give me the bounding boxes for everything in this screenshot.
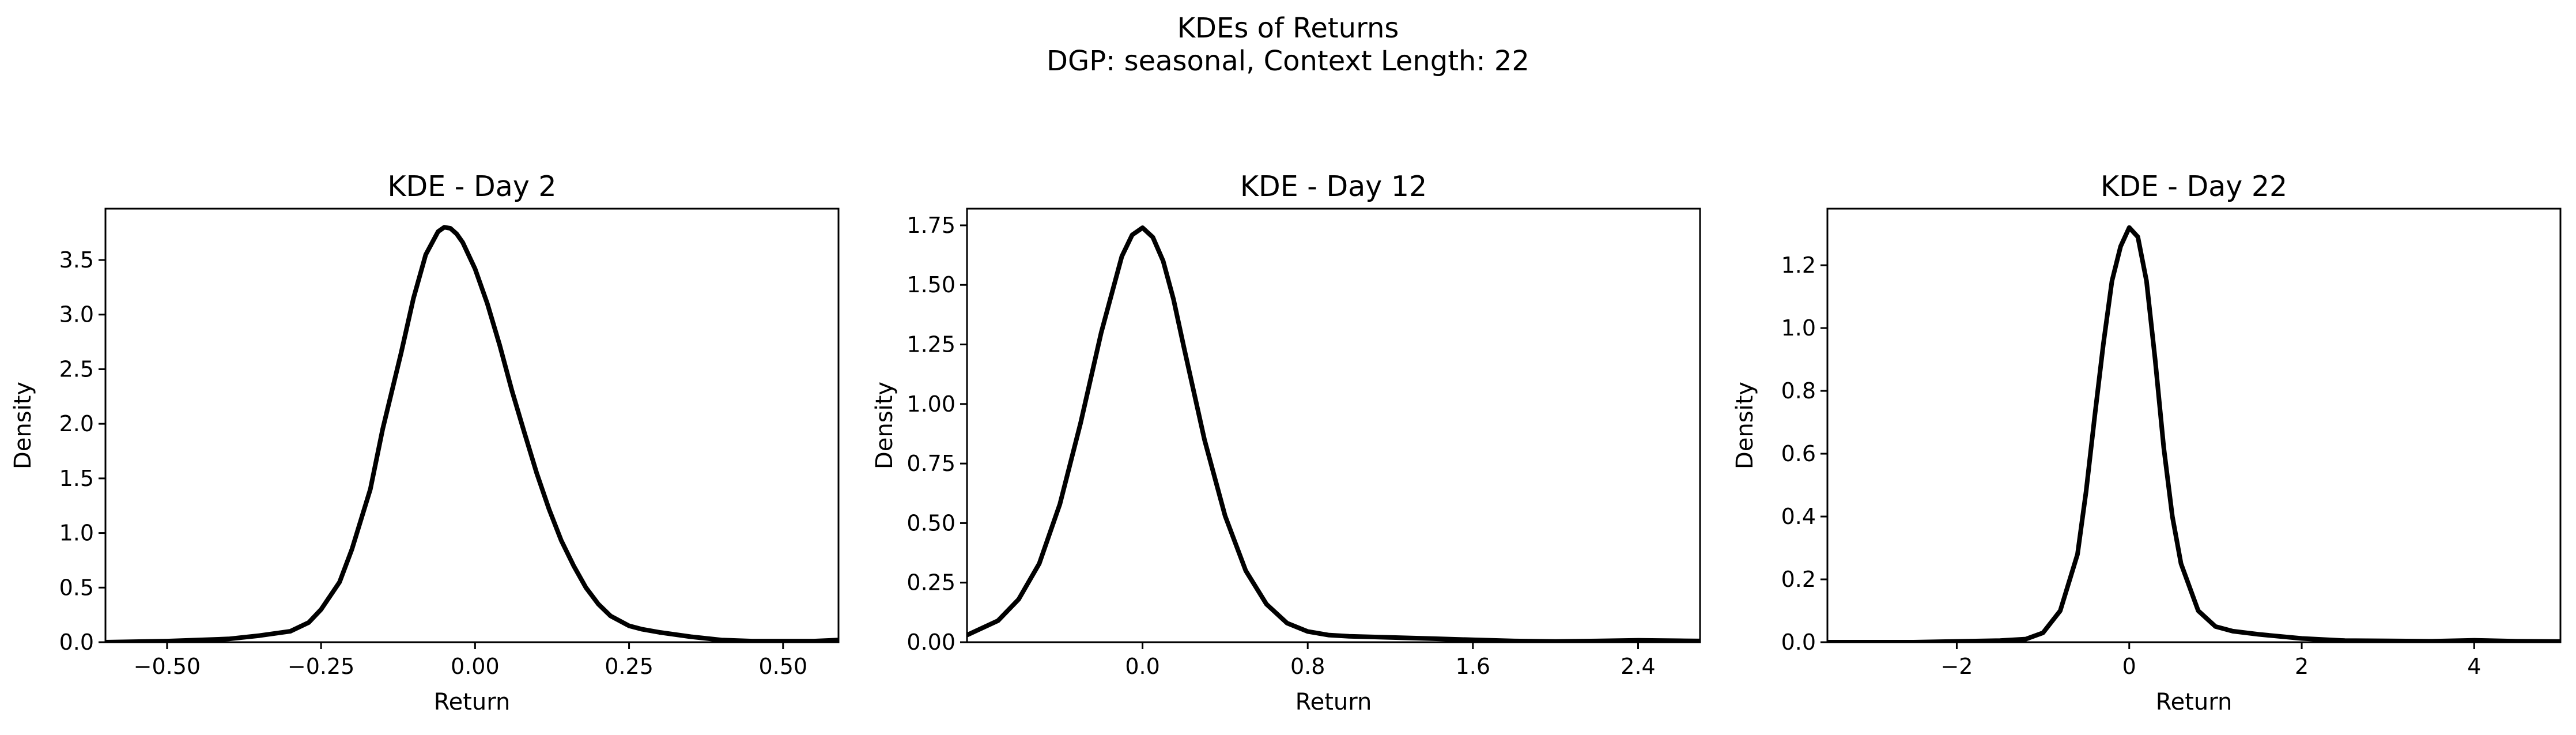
y-tick-label: 1.25 [906,332,955,357]
kde-curve [1827,225,2560,642]
kde-panel-day-22: KDE - Day 22 Return Density −2 0 2 4 0.0 0.2 0… [1732,170,2562,715]
x-axis-label: Return [1295,689,1372,715]
y-axis-label: Density [1732,382,1758,469]
y-tick-label: 1.5 [59,466,94,491]
x-tick-label: 2 [2295,654,2309,679]
x-axis-label: Return [434,689,511,715]
panel-title: KDE - Day 2 [387,170,556,203]
kde-panel-day-2: KDE - Day 2 Return Density −0.50 −0.25 0.0… [10,170,840,715]
x-tick-label: 2.4 [1621,654,1655,679]
y-tick-label: 3.0 [59,302,94,327]
y-tick-label: 1.00 [906,391,955,417]
x-tick-label: 0.00 [451,654,500,679]
figure-title: KDEs of Returns [1177,12,1399,44]
x-tick-label: 4 [2467,654,2481,679]
x-tick-label: −0.50 [134,654,201,679]
y-tick-label: 0.8 [1781,378,1816,404]
axes-frame [104,208,840,643]
kde-curve [105,225,838,642]
figure-subtitle: DGP: seasonal, Context Length: 22 [1047,45,1529,77]
y-tick-label: 1.0 [59,521,94,546]
y-axis-label: Density [10,382,36,469]
y-tick-label: 0.25 [906,570,955,595]
y-tick-label: 1.75 [906,213,955,238]
x-tick-label: 1.6 [1456,654,1490,679]
y-tick-label: 1.0 [1781,315,1816,341]
y-tick-label: 0.2 [1781,567,1816,592]
y-tick-label: 0.0 [59,630,94,655]
y-tick-label: 1.2 [1781,252,1816,278]
y-tick-label: 3.5 [59,247,94,273]
panel-title: KDE - Day 12 [1240,170,1427,203]
y-tick-label: 0.00 [906,630,955,655]
y-tick-label: 2.5 [59,356,94,382]
axes-frame [1826,208,2562,643]
x-axis-label: Return [2156,689,2233,715]
x-tick-label: 0.0 [1125,654,1159,679]
x-tick-label: 0.8 [1290,654,1325,679]
y-tick-label: 0.0 [1781,630,1816,655]
y-tick-label: 1.50 [906,272,955,297]
y-tick-label: 0.50 [906,510,955,536]
y-tick-label: 0.4 [1781,504,1816,529]
kde-panel-day-12: KDE - Day 12 Return Density 0.0 0.8 1.6 2.4… [871,170,1701,715]
y-tick-label: 0.75 [906,451,955,476]
y-tick-label: 2.0 [59,411,94,436]
x-tick-label: 0 [2122,654,2136,679]
y-axis-label: Density [871,382,898,469]
x-tick-label: −0.25 [288,654,354,679]
panel-title: KDE - Day 22 [2101,170,2287,203]
x-tick-label: −2 [1940,654,1973,679]
axes-frame [966,208,1701,643]
x-tick-label: 0.25 [605,654,654,679]
x-tick-label: 0.50 [758,654,807,679]
y-tick-label: 0.6 [1781,441,1816,466]
kde-curve [967,225,1700,642]
y-tick-label: 0.5 [59,575,94,600]
